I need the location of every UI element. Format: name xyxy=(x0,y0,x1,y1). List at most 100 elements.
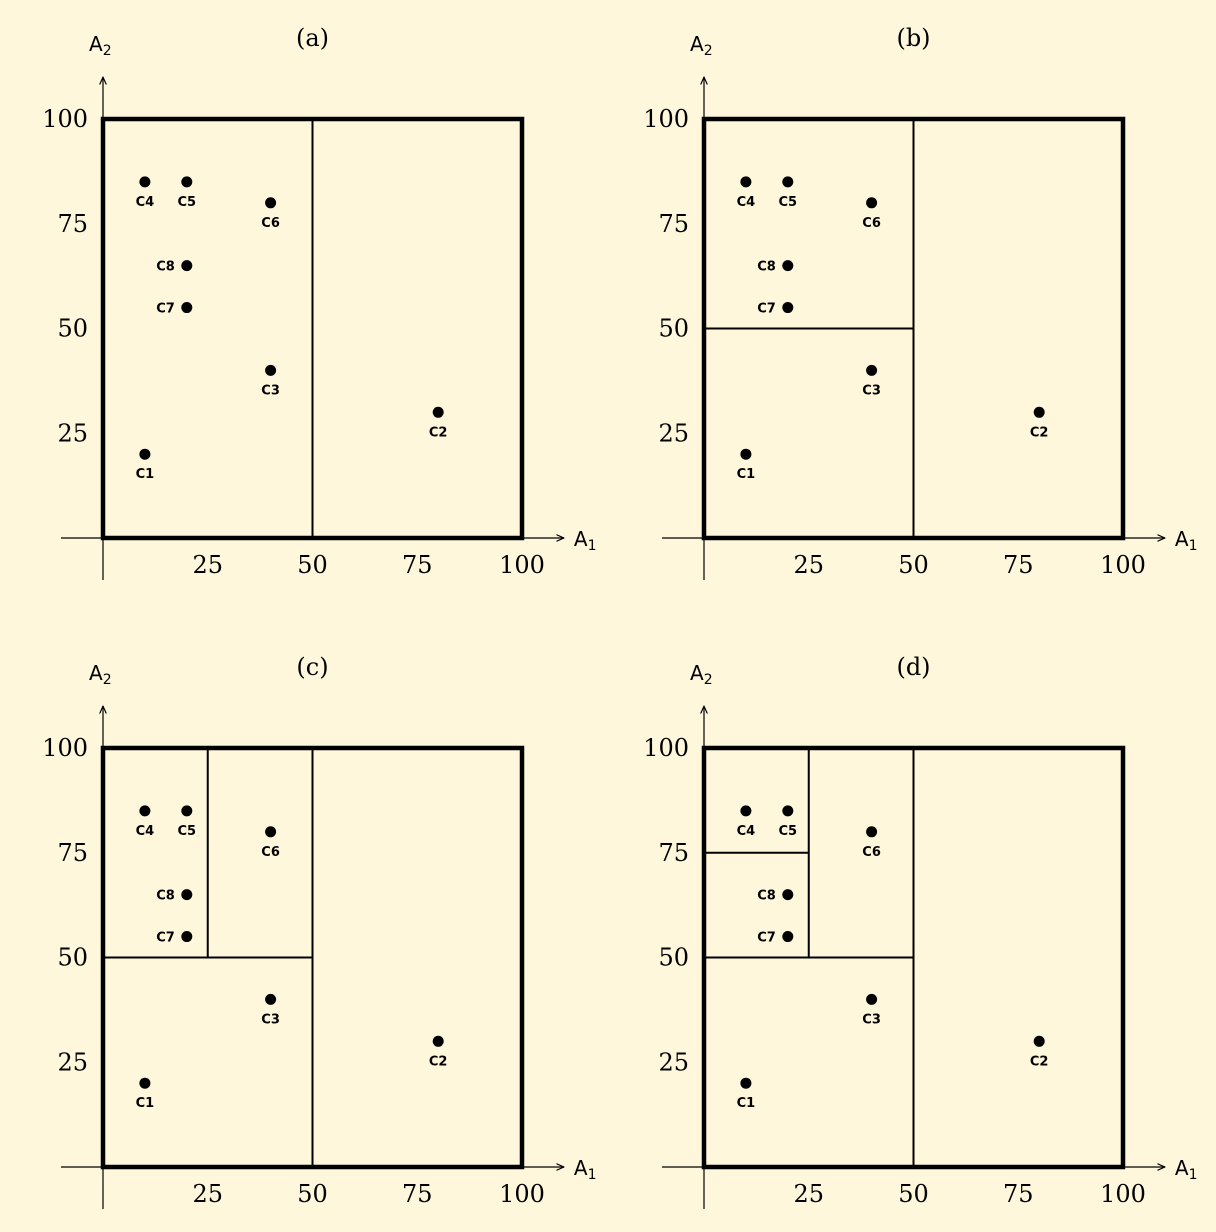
y-tick-label: 50 xyxy=(658,315,689,343)
point-label: C5 xyxy=(178,824,197,839)
y-axis-label: A2 xyxy=(690,32,713,59)
point-label: C3 xyxy=(261,1012,280,1027)
point-label: C4 xyxy=(737,195,756,210)
data-point-c7 xyxy=(181,302,193,314)
data-point-c7 xyxy=(782,302,794,314)
panel-title: (d) xyxy=(896,653,930,681)
y-tick-label: 75 xyxy=(57,839,88,867)
panel-title: (a) xyxy=(296,24,329,52)
point-label: C6 xyxy=(862,845,881,860)
bounding-box xyxy=(100,116,525,541)
point-label: C4 xyxy=(136,195,155,210)
data-point-c7 xyxy=(181,931,193,943)
x-axis-label: A1 xyxy=(1175,1156,1198,1183)
x-tick-label: 100 xyxy=(499,1180,545,1208)
data-point-c1 xyxy=(139,1077,151,1089)
x-tick-label: 50 xyxy=(898,551,929,579)
data-point-c2 xyxy=(1033,406,1045,418)
y-tick-label: 50 xyxy=(658,944,689,972)
point-label: C2 xyxy=(1030,1054,1049,1069)
data-point-c5 xyxy=(782,176,794,188)
data-point-c1 xyxy=(740,1077,752,1089)
data-point-c1 xyxy=(740,448,752,460)
point-label: C1 xyxy=(136,467,155,482)
data-point-c8 xyxy=(181,889,193,901)
x-tick-label: 75 xyxy=(1003,1180,1034,1208)
y-tick-label: 75 xyxy=(57,210,88,238)
x-tick-label: 75 xyxy=(1003,551,1034,579)
data-point-c8 xyxy=(782,260,794,272)
data-point-c5 xyxy=(181,176,193,188)
y-tick-label: 75 xyxy=(658,210,689,238)
data-point-c5 xyxy=(181,805,193,817)
bounding-box xyxy=(701,745,1126,1170)
data-point-c1 xyxy=(139,448,151,460)
point-label: C3 xyxy=(261,383,280,398)
point-label: C7 xyxy=(757,931,776,946)
x-tick-label: 25 xyxy=(793,551,824,579)
panel-title: (b) xyxy=(896,24,930,52)
point-label: C1 xyxy=(737,1096,756,1111)
data-point-c2 xyxy=(1033,1035,1045,1047)
point-label: C7 xyxy=(757,302,776,317)
point-label: C6 xyxy=(261,216,280,231)
point-label: C5 xyxy=(779,824,798,839)
data-point-c4 xyxy=(740,176,752,188)
panel-c: (c) A1 A2 25 50 75 100 25 50 75 100 C1 C2 C3 C4 C5 C6 C7 C… xyxy=(42,653,597,1209)
x-tick-label: 25 xyxy=(192,1180,223,1208)
data-point-c7 xyxy=(782,931,794,943)
data-point-c3 xyxy=(866,364,878,376)
data-point-c3 xyxy=(265,364,277,376)
data-point-c2 xyxy=(432,406,444,418)
y-tick-label: 100 xyxy=(643,734,689,762)
y-tick-label: 100 xyxy=(42,105,88,133)
data-point-c6 xyxy=(866,197,878,209)
x-tick-label: 100 xyxy=(1100,1180,1146,1208)
y-tick-label: 25 xyxy=(658,419,689,447)
point-label: C5 xyxy=(178,195,197,210)
y-tick-label: 50 xyxy=(57,315,88,343)
data-point-c6 xyxy=(265,197,277,209)
x-tick-label: 25 xyxy=(793,1180,824,1208)
point-label: C8 xyxy=(156,260,175,275)
y-axis-label: A2 xyxy=(89,32,112,59)
point-label: C4 xyxy=(737,824,756,839)
point-label: C6 xyxy=(261,845,280,860)
x-tick-label: 100 xyxy=(1100,551,1146,579)
x-tick-label: 50 xyxy=(297,551,328,579)
y-axis-label: A2 xyxy=(89,661,112,688)
point-label: C2 xyxy=(429,1054,448,1069)
point-label: C2 xyxy=(1030,425,1049,440)
bounding-box xyxy=(701,116,1126,541)
data-point-c3 xyxy=(866,993,878,1005)
panel-a: (a) A1 A2 25 50 75 100 25 50 75 100 C1 C2 C3 C4 C5 C6 C7 C… xyxy=(42,24,597,580)
point-label: C3 xyxy=(862,383,881,398)
point-label: C1 xyxy=(136,1096,155,1111)
data-point-c6 xyxy=(866,826,878,838)
x-axis-label: A1 xyxy=(574,527,597,554)
bounding-box xyxy=(100,745,525,1170)
x-tick-label: 75 xyxy=(402,1180,433,1208)
y-tick-label: 25 xyxy=(57,419,88,447)
y-tick-label: 50 xyxy=(57,944,88,972)
y-axis-label: A2 xyxy=(690,661,713,688)
data-point-c6 xyxy=(265,826,277,838)
point-label: C3 xyxy=(862,1012,881,1027)
data-point-c4 xyxy=(139,176,151,188)
x-tick-label: 25 xyxy=(192,551,223,579)
x-tick-label: 100 xyxy=(499,551,545,579)
point-label: C8 xyxy=(757,260,776,275)
x-tick-label: 50 xyxy=(898,1180,929,1208)
y-tick-label: 100 xyxy=(643,105,689,133)
y-tick-label: 25 xyxy=(57,1048,88,1076)
y-tick-label: 25 xyxy=(658,1048,689,1076)
x-axis-label: A1 xyxy=(1175,527,1198,554)
data-point-c2 xyxy=(432,1035,444,1047)
data-point-c8 xyxy=(181,260,193,272)
data-point-c3 xyxy=(265,993,277,1005)
point-label: C7 xyxy=(156,302,175,317)
y-tick-label: 100 xyxy=(42,734,88,762)
x-tick-label: 75 xyxy=(402,551,433,579)
point-label: C7 xyxy=(156,931,175,946)
